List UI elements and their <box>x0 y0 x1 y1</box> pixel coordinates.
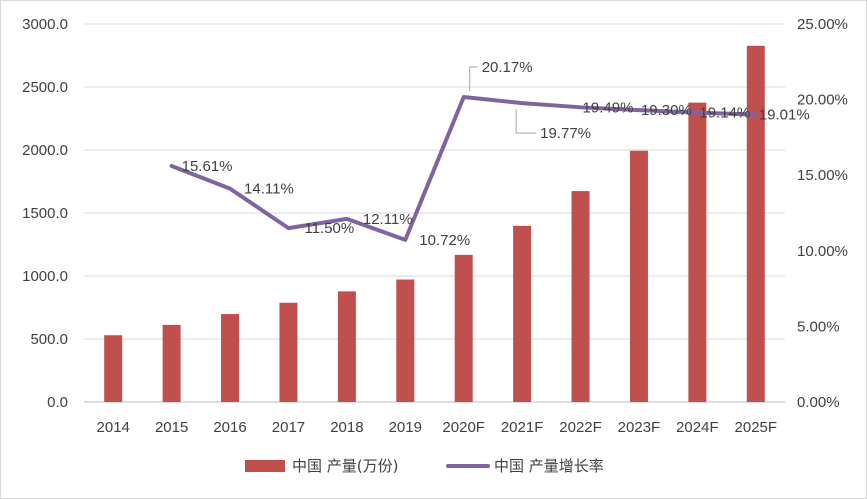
left-tick-label: 1000.0 <box>22 268 68 285</box>
bar <box>454 254 473 402</box>
right-y-axis: 0.00% 5.00% 10.00% 15.00% 20.00% 25.00% <box>797 16 848 411</box>
bar <box>571 191 590 402</box>
line-series <box>169 95 758 242</box>
line-data-labels: 15.61% 14.11% 11.50% 12.11% 10.72% 20.17% 19.7… <box>182 59 810 249</box>
x-tick-label: 2018 <box>330 419 363 436</box>
legend: 中国 产量(万份) 中国 产量增长率 <box>245 457 604 475</box>
line-data-label: 19.14% <box>699 105 750 122</box>
x-tick-label: 2016 <box>213 419 246 436</box>
right-tick-label: 20.00% <box>797 92 848 109</box>
right-tick-label: 15.00% <box>797 167 848 184</box>
line-data-label: 11.50% <box>304 220 354 237</box>
right-tick-label: 0.00% <box>797 394 840 411</box>
left-tick-label: 1500.0 <box>22 205 68 222</box>
label-leader-line <box>469 66 478 92</box>
bar-series <box>104 45 765 403</box>
line-data-label: 20.17% <box>482 59 533 76</box>
line-data-label: 19.30% <box>641 102 692 119</box>
bar <box>279 302 298 402</box>
legend-swatch-bar <box>245 460 285 472</box>
left-tick-label: 2000.0 <box>22 142 68 159</box>
x-tick-label: 2017 <box>272 419 305 436</box>
x-tick-label: 2019 <box>389 419 422 436</box>
label-leader-line <box>515 109 537 134</box>
legend-label: 中国 产量增长率 <box>494 457 604 475</box>
x-tick-label: 2015 <box>155 419 188 436</box>
right-tick-label: 5.00% <box>797 318 840 335</box>
line-data-label: 19.49% <box>583 99 634 116</box>
line-data-label: 12.11% <box>363 211 413 228</box>
left-tick-label: 0.0 <box>47 394 68 411</box>
left-tick-label: 500.0 <box>30 331 68 348</box>
left-y-axis: 0.0 500.0 1000.0 1500.0 2000.0 2500.0 3000.0 <box>22 16 68 411</box>
line-data-label: 19.01% <box>759 107 810 124</box>
bar <box>162 324 181 402</box>
legend-label: 中国 产量(万份) <box>292 457 398 475</box>
gridlines <box>84 23 785 403</box>
right-tick-label: 25.00% <box>797 16 848 33</box>
x-tick-label: 2022F <box>559 419 602 436</box>
x-tick-label: 2023F <box>618 419 661 436</box>
x-tick-label: 2024F <box>676 419 719 436</box>
x-tick-label: 2021F <box>501 419 544 436</box>
x-tick-label: 2020F <box>442 419 485 436</box>
bar <box>629 150 648 402</box>
bar <box>688 102 707 403</box>
line-data-label: 19.77% <box>540 125 591 142</box>
bar <box>746 45 765 402</box>
line-data-label: 15.61% <box>182 158 233 175</box>
x-tick-label: 2014 <box>97 419 130 436</box>
bar <box>513 225 532 402</box>
x-axis: 2014 2015 2016 2017 2018 2019 2020F 2021F 2022F 2… <box>84 401 785 436</box>
bar <box>104 335 123 402</box>
left-tick-label: 2500.0 <box>22 79 68 96</box>
bar <box>396 279 415 402</box>
line-data-label: 14.11% <box>244 181 294 198</box>
bar <box>337 291 356 402</box>
right-tick-label: 10.00% <box>797 243 848 260</box>
bar <box>221 314 240 402</box>
line-data-label: 10.72% <box>419 232 470 249</box>
left-tick-label: 3000.0 <box>22 16 68 33</box>
x-tick-label: 2025F <box>735 419 778 436</box>
